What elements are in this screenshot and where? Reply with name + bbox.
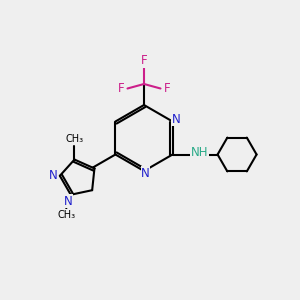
Text: F: F <box>118 82 124 95</box>
Text: N: N <box>63 195 72 208</box>
Text: CH₃: CH₃ <box>65 134 83 145</box>
Text: F: F <box>164 82 170 95</box>
Text: CH₃: CH₃ <box>57 210 75 220</box>
Text: N: N <box>49 169 58 182</box>
Text: N: N <box>141 167 150 180</box>
Text: NH: NH <box>191 146 208 159</box>
Text: N: N <box>172 112 181 126</box>
Text: F: F <box>141 54 147 68</box>
